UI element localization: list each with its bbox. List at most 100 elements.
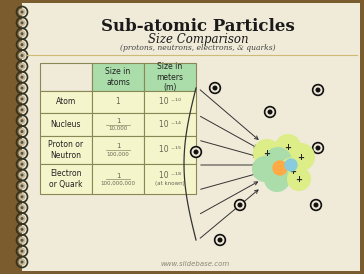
Circle shape [276,135,300,159]
Circle shape [19,128,25,135]
Circle shape [19,139,25,146]
Circle shape [314,86,322,94]
Circle shape [216,236,224,244]
Circle shape [20,98,24,101]
Circle shape [265,107,276,118]
Circle shape [19,161,25,168]
Circle shape [19,8,25,16]
Text: +: + [289,167,297,176]
Circle shape [20,228,24,231]
Circle shape [314,203,318,207]
Circle shape [19,237,25,244]
Text: 10 ⁻¹⁵: 10 ⁻¹⁵ [159,145,181,155]
Circle shape [19,106,25,113]
Circle shape [20,163,24,166]
Circle shape [19,74,25,81]
Text: +: + [297,153,305,161]
Text: Size Comparison: Size Comparison [148,33,248,46]
Circle shape [20,130,24,133]
Text: 10,000: 10,000 [108,126,128,131]
Circle shape [253,157,277,181]
Circle shape [265,148,291,174]
Circle shape [20,119,24,122]
Circle shape [214,235,226,246]
Circle shape [316,146,320,150]
Text: (at known): (at known) [155,181,185,187]
Text: 1: 1 [116,144,120,150]
Circle shape [20,65,24,68]
Text: 10 ⁻¹⁸: 10 ⁻¹⁸ [159,172,181,181]
Circle shape [20,32,24,35]
Circle shape [20,43,24,46]
FancyBboxPatch shape [22,3,360,271]
Circle shape [20,184,24,187]
Text: +: + [285,142,292,152]
Text: Size in
atoms: Size in atoms [105,67,131,87]
Circle shape [19,215,25,222]
Circle shape [19,85,25,92]
Circle shape [316,88,320,92]
Circle shape [20,21,24,24]
Circle shape [280,158,306,184]
Circle shape [273,161,287,175]
Circle shape [19,52,25,59]
Circle shape [19,182,25,189]
Circle shape [20,261,24,264]
Text: Proton or
Neutron: Proton or Neutron [48,140,84,160]
Text: +: + [296,175,302,184]
Circle shape [19,172,25,179]
Text: www.slidebase.com: www.slidebase.com [161,261,230,267]
FancyBboxPatch shape [40,136,92,164]
FancyBboxPatch shape [92,164,144,194]
Circle shape [310,199,321,210]
Circle shape [20,141,24,144]
FancyBboxPatch shape [92,91,144,113]
Circle shape [288,144,314,170]
Text: Sub-atomic Particles: Sub-atomic Particles [101,18,295,35]
FancyBboxPatch shape [40,63,92,91]
Circle shape [238,203,242,207]
Circle shape [213,86,217,90]
Circle shape [20,217,24,220]
Circle shape [19,95,25,102]
Circle shape [20,54,24,57]
Text: 1: 1 [116,118,120,124]
Text: 10 ⁻¹⁰: 10 ⁻¹⁰ [159,98,181,107]
FancyBboxPatch shape [40,164,92,194]
Circle shape [19,248,25,255]
FancyBboxPatch shape [40,91,92,113]
Text: 1: 1 [116,173,120,178]
Circle shape [268,110,272,114]
Text: Nucleus: Nucleus [51,120,81,129]
Circle shape [19,193,25,200]
Circle shape [285,159,297,171]
Circle shape [20,76,24,79]
Circle shape [254,140,280,166]
Circle shape [19,117,25,124]
Circle shape [20,195,24,198]
Circle shape [19,204,25,211]
Text: Electron
or Quark: Electron or Quark [49,169,83,189]
Circle shape [20,10,24,13]
FancyBboxPatch shape [144,113,196,136]
Circle shape [20,250,24,253]
Circle shape [190,147,202,158]
FancyBboxPatch shape [40,113,92,136]
Circle shape [19,63,25,70]
Circle shape [20,239,24,242]
FancyBboxPatch shape [144,63,196,91]
Circle shape [266,108,274,116]
Text: 100,000: 100,000 [107,152,129,156]
FancyBboxPatch shape [92,136,144,164]
Circle shape [210,82,221,93]
Circle shape [192,148,200,156]
Circle shape [265,167,289,191]
Text: Size in
meters
(m): Size in meters (m) [157,62,183,92]
FancyBboxPatch shape [144,164,196,194]
Circle shape [312,201,320,209]
Circle shape [20,206,24,209]
Circle shape [19,19,25,26]
Circle shape [19,258,25,266]
Circle shape [19,150,25,157]
FancyBboxPatch shape [92,63,144,91]
